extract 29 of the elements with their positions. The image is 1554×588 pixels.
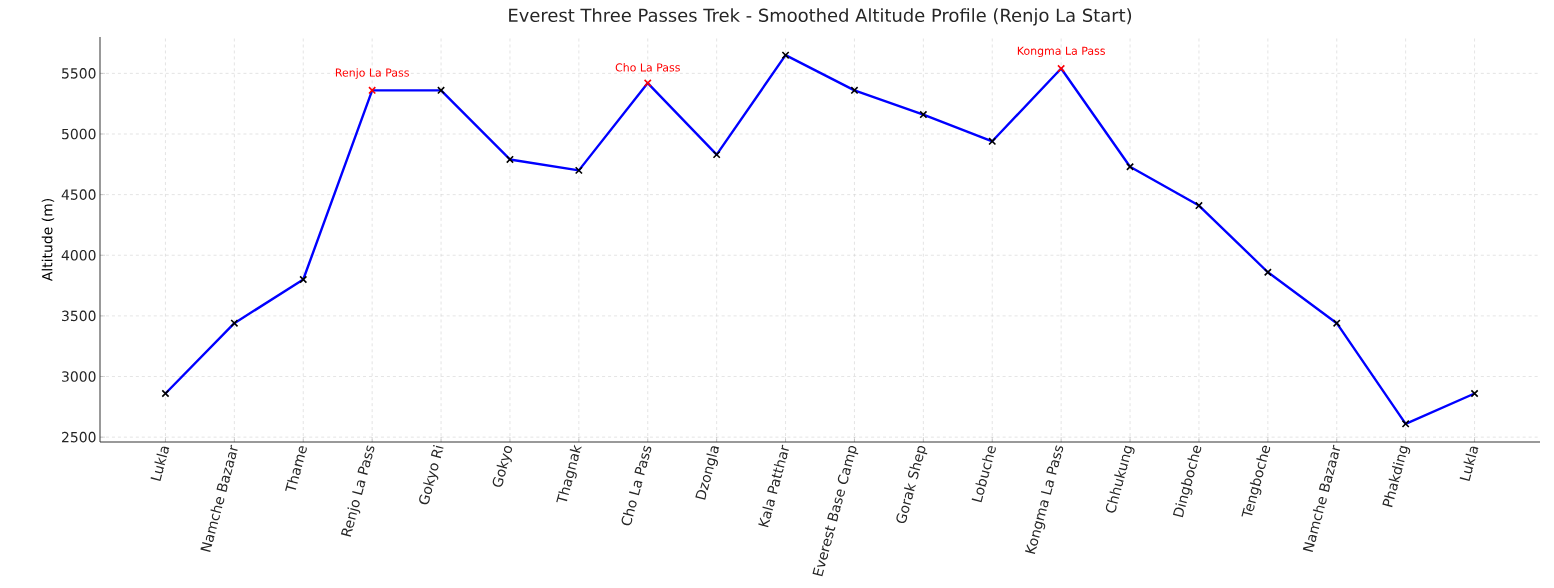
annotation: Kongma La Pass bbox=[1017, 46, 1105, 58]
annotation: Cho La Pass bbox=[615, 63, 680, 72]
y-tick-label: 5000 bbox=[62, 128, 96, 140]
point bbox=[712, 150, 721, 159]
y-tick-label: 4500 bbox=[61, 189, 96, 200]
y-tick-label: 2500 bbox=[62, 431, 96, 443]
point bbox=[919, 110, 928, 119]
x-tick-label: Gokyo bbox=[492, 445, 513, 487]
point bbox=[1263, 268, 1272, 277]
point bbox=[1470, 389, 1479, 398]
point bbox=[850, 86, 859, 95]
x-tick-label: Gokyo Ri bbox=[419, 444, 444, 505]
x-tick-label: Kala Patthar bbox=[758, 444, 789, 528]
chart-title: Everest Three Passes Trek - Smoothed Altitude Profile (Renjo La Start) bbox=[509, 8, 1132, 26]
x-tick-label: Thame bbox=[285, 446, 307, 491]
point bbox=[1332, 319, 1341, 328]
y-tick-label: 4000 bbox=[61, 249, 96, 261]
point bbox=[988, 137, 997, 146]
annotation: Renjo La Pass bbox=[335, 68, 409, 79]
y-tick-label: 3500 bbox=[62, 310, 96, 322]
x-tick-label: Lukla bbox=[150, 446, 170, 482]
point bbox=[161, 389, 170, 398]
x-tick-label: Gorak Shep bbox=[896, 445, 928, 524]
y-tick-label: 5500 bbox=[62, 68, 96, 79]
y-tick-label: 3000 bbox=[62, 371, 96, 382]
y-axis-title: Altitude (m) bbox=[41, 199, 55, 282]
x-tick-label: Cho La Pass bbox=[621, 445, 652, 526]
x-tick-label: Lukla bbox=[1459, 446, 1479, 482]
x-tick-label: Renjo La Pass bbox=[340, 445, 375, 537]
